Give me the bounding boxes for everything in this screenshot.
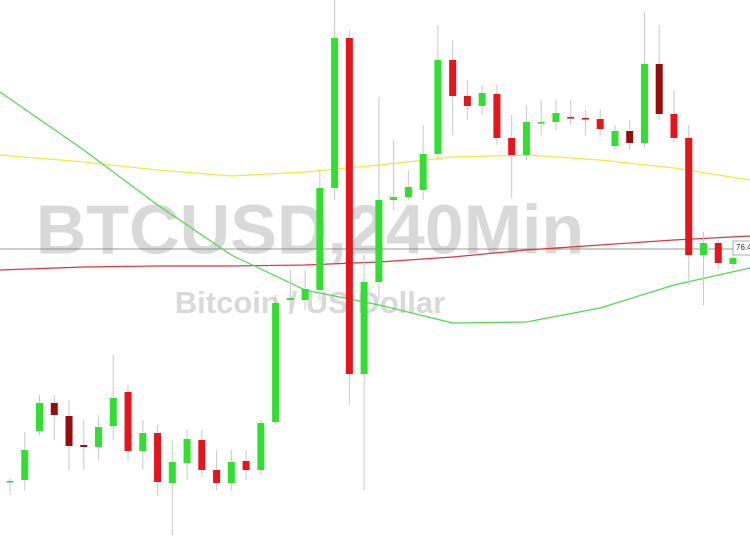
candle-body	[345, 38, 353, 374]
candle-body	[360, 282, 368, 374]
candle-body	[404, 187, 412, 197]
candle-body	[463, 96, 471, 106]
candle-body	[124, 392, 132, 451]
candle-body	[552, 113, 560, 122]
candle-body	[493, 94, 501, 138]
candle-body	[714, 243, 722, 263]
moving-average	[0, 91, 750, 324]
candle-body	[729, 258, 737, 264]
candle-body	[522, 122, 530, 155]
candle-body	[272, 303, 280, 422]
candle-body	[227, 462, 235, 483]
candle-body	[655, 64, 663, 114]
candle-body	[50, 403, 58, 415]
candle-body	[257, 423, 265, 470]
candle-body	[537, 122, 545, 124]
candle-body	[508, 138, 516, 155]
candle-body	[434, 60, 442, 154]
candle-body	[95, 427, 103, 447]
candle-body	[670, 114, 678, 138]
candle-body	[685, 138, 693, 255]
candle-body	[640, 64, 648, 143]
candle-body	[65, 416, 73, 446]
candle-body	[21, 450, 29, 480]
candle-body	[626, 131, 634, 143]
moving-average	[0, 154, 750, 181]
candle-body	[596, 119, 604, 129]
candle-body	[80, 445, 88, 447]
candle-body	[6, 481, 14, 483]
candle-body	[301, 289, 309, 300]
candle-body	[198, 440, 206, 470]
candle-body	[36, 403, 44, 431]
candle-body	[183, 439, 191, 463]
price-label: 76.4	[736, 243, 750, 252]
candle-body	[139, 433, 147, 451]
candle-body	[109, 398, 117, 426]
candle-body	[168, 462, 176, 483]
candle-body	[331, 38, 339, 188]
candle-body	[567, 117, 575, 119]
candle-body	[375, 200, 383, 282]
watermark-title: BTCUSD,240Min	[36, 190, 584, 268]
candle-body	[419, 154, 427, 190]
candle-body	[154, 433, 162, 482]
candle-body	[478, 93, 486, 106]
price-label-box	[732, 240, 750, 256]
candle-body	[316, 188, 324, 290]
candle-body	[449, 60, 457, 96]
candle-body	[581, 118, 589, 120]
candle-body	[390, 197, 398, 200]
candle-body	[699, 243, 707, 255]
candle-body	[611, 131, 619, 146]
candle-body	[242, 461, 250, 470]
candle-body	[213, 470, 221, 483]
candle-body	[286, 298, 294, 300]
